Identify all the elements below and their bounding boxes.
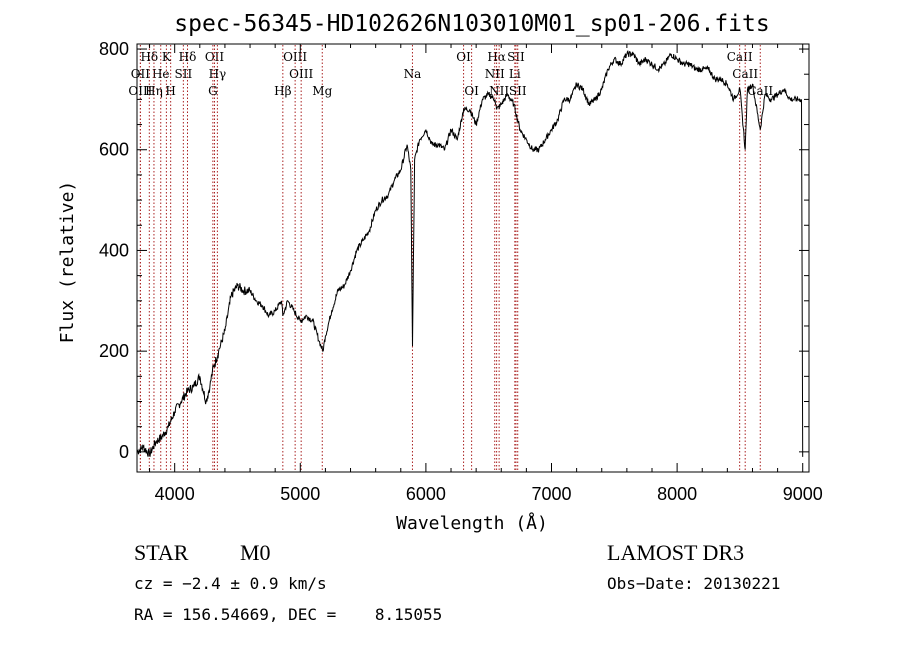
redshift-cz: cz = −2.4 ± 0.9 km/s [134, 574, 327, 593]
x-tick-label-5000: 5000 [280, 484, 320, 504]
observation-date: Obs−Date: 20130221 [607, 574, 780, 593]
line-marker-label-5: OI [456, 50, 471, 64]
line-marker-label-16: Li [509, 67, 521, 81]
line-marker-label-26: SII [509, 84, 527, 98]
line-marker-label-12: Hγ [209, 67, 227, 81]
y-tick-label-800: 800 [99, 39, 129, 59]
y-tick-label-200: 200 [99, 341, 129, 361]
line-marker-label-3: OII [205, 50, 225, 64]
line-marker-label-2: Hδ [179, 50, 197, 64]
y-tick-label-600: 600 [99, 140, 129, 160]
x-tick-label-8000: 8000 [657, 484, 697, 504]
object-class: STAR [134, 540, 189, 565]
x-tick-label-4000: 4000 [155, 484, 195, 504]
line-marker-label-17: CaII [732, 67, 758, 81]
line-marker-label-1: K [162, 50, 172, 64]
spectrum-series [136, 50, 804, 457]
line-marker-label-11: SII [174, 67, 192, 81]
chart-title: spec-56345-HD102626N103010M01_sp01-206.f… [174, 11, 769, 37]
spectrum-line-flux [136, 50, 804, 457]
x-tick-label-7000: 7000 [531, 484, 571, 504]
line-marker-label-24: OI [464, 84, 479, 98]
line-marker-label-22: Hβ [274, 84, 291, 98]
line-marker-label-0: Hδ [140, 50, 158, 64]
line-marker-label-20: H [165, 84, 175, 98]
object-subclass: M0 [240, 540, 271, 565]
line-marker-label-6: Hα [487, 50, 506, 64]
line-marker-label-21: G [208, 84, 218, 98]
line-marker-label-13: OIII [289, 67, 313, 81]
x-axis-ticks: 4000 5000 6000 7000 8000 9000 [149, 44, 823, 504]
y-tick-label-0: 0 [119, 442, 129, 462]
x-tick-label-6000: 6000 [406, 484, 446, 504]
line-marker-label-8: CaII [727, 50, 753, 64]
line-marker-label-23: Mg [312, 84, 332, 98]
line-marker-label-25: NII [489, 84, 509, 98]
line-marker-label-10: He [152, 67, 170, 81]
y-axis-ticks: 0 200 400 600 800 [99, 39, 809, 462]
line-marker-label-27: CaII [747, 84, 773, 98]
line-marker-label-15: NII [485, 67, 505, 81]
x-axis-label: Wavelength (Å) [396, 512, 548, 534]
line-marker-label-14: Na [404, 67, 422, 81]
x-tick-label-9000: 9000 [783, 484, 823, 504]
line-marker-label-7: SII [507, 50, 525, 64]
line-marker-label-18: OIII [128, 84, 152, 98]
line-marker-label-4: OIII [283, 50, 307, 64]
y-axis-label: Flux (relative) [57, 181, 78, 344]
survey-name: LAMOST DR3 [607, 540, 744, 565]
coordinates: RA = 156.54669, DEC = 8.15055 [134, 605, 442, 624]
plot-frame [136, 43, 810, 473]
line-marker-label-19: Hη [145, 84, 163, 98]
y-tick-label-400: 400 [99, 240, 129, 260]
